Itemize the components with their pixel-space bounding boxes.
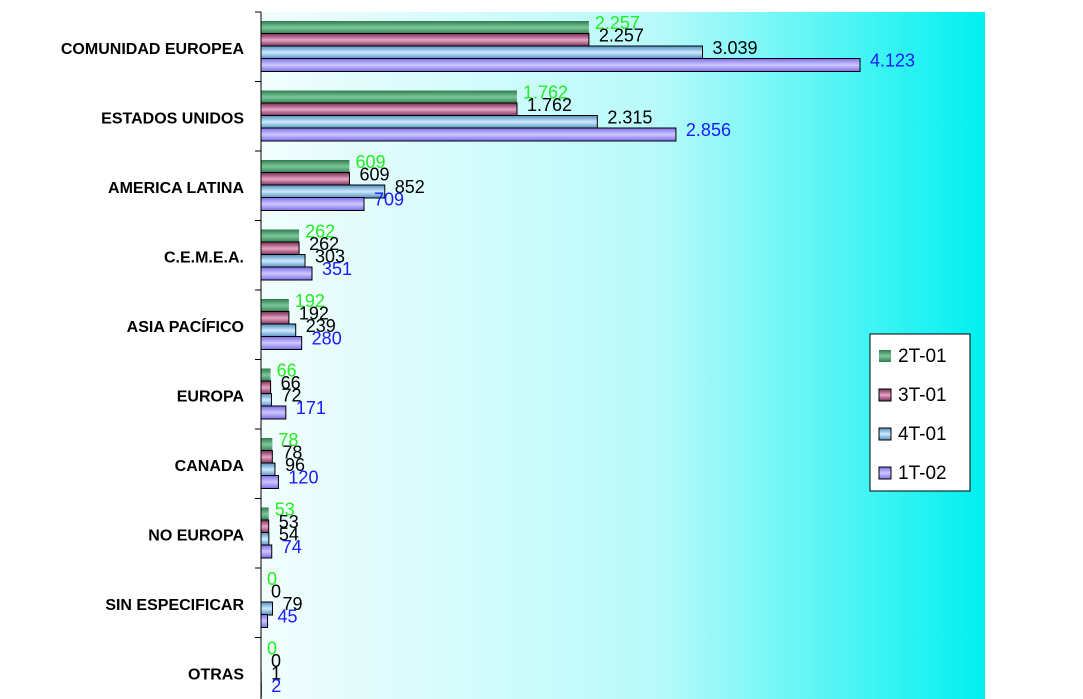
- bar-3t-01: [260, 450, 273, 464]
- data-label: 4.123: [870, 51, 915, 71]
- bar-4t-01: [260, 184, 386, 199]
- bar-2t-01: [261, 21, 589, 34]
- data-label: 1.762: [527, 95, 572, 115]
- data-label: 66: [277, 361, 297, 381]
- legend: 2T-01 3T-01 4T-01 1T-02: [869, 333, 971, 492]
- bar-4t-01: [260, 532, 270, 546]
- bar-2t-01: [261, 229, 300, 243]
- data-label: 78: [282, 443, 302, 463]
- category-label: EUROPA: [177, 389, 245, 406]
- bar-2t-01: [261, 368, 271, 382]
- category-label: AMERICA LATINA: [108, 180, 244, 197]
- data-label: 0: [267, 569, 277, 589]
- data-label: 0: [267, 639, 277, 659]
- data-label: 66: [281, 373, 301, 393]
- data-label: 609: [355, 152, 385, 172]
- legend-label: 4T-01: [898, 424, 947, 445]
- bar-4t-01: [260, 115, 598, 129]
- bar-1t-02: [260, 197, 365, 211]
- data-label: 2.856: [686, 120, 731, 140]
- bar-1t-02: [260, 614, 269, 628]
- data-label: 262: [305, 222, 335, 242]
- data-label: 3.039: [713, 38, 758, 58]
- data-label: 96: [285, 455, 305, 475]
- data-label: 1.762: [523, 83, 568, 103]
- bar-2t-01: [261, 160, 350, 173]
- data-label: 79: [282, 594, 302, 614]
- bar-3t-01: [260, 241, 300, 256]
- data-label: 53: [275, 500, 295, 520]
- legend-swatch: [879, 350, 891, 362]
- category-label: SIN ESPECIFICAR: [105, 597, 244, 614]
- category-label: NO EUROPA: [148, 528, 244, 545]
- data-label: 0: [271, 582, 281, 602]
- data-label: 852: [395, 177, 425, 197]
- bar-1t-02: [260, 266, 313, 281]
- category-label: COMUNIDAD EUROPEA: [61, 41, 245, 58]
- category-label: ASIA PACÍFICO: [127, 317, 244, 336]
- bar-1t-02: [260, 405, 287, 420]
- data-label: 2: [271, 676, 281, 696]
- legend-swatch: [878, 388, 892, 402]
- bar-4t-01: [260, 462, 276, 477]
- legend-swatch: [878, 427, 892, 441]
- data-label: 280: [312, 329, 342, 349]
- data-label: 2.257: [599, 26, 644, 46]
- bar-3t-01: [260, 172, 350, 186]
- bar-2t-01: [261, 90, 517, 104]
- data-label: 2.315: [607, 108, 652, 128]
- bar-1t-02: [260, 336, 303, 350]
- bar-3t-01: [260, 519, 270, 534]
- bar-4t-01: [260, 601, 273, 616]
- y-axis-ticks: [255, 11, 261, 638]
- legend-swatch: [878, 466, 892, 480]
- data-label: 1: [271, 664, 281, 684]
- data-label: 262: [309, 234, 339, 254]
- data-label: 54: [279, 525, 299, 545]
- bar-3t-01: [260, 380, 272, 395]
- bar-3t-01: [260, 311, 290, 325]
- category-label: CANADA: [175, 458, 245, 475]
- category-label: C.E.M.E.A.: [164, 250, 244, 267]
- bar-4t-01: [260, 323, 297, 338]
- category-label: ESTADOS UNIDOS: [101, 111, 244, 128]
- data-label: 709: [374, 190, 404, 210]
- data-label: 192: [299, 304, 329, 324]
- data-label: 239: [306, 316, 336, 336]
- data-label: 78: [278, 430, 298, 450]
- category-label: OTRAS: [188, 667, 244, 684]
- bar-4t-01: [260, 254, 306, 268]
- legend-label: 3T-01: [898, 385, 947, 406]
- bar-1t-02: [260, 544, 273, 559]
- bar-4t-01: [260, 45, 704, 60]
- data-label: 53: [279, 512, 299, 532]
- bar-3t-01: [260, 102, 518, 117]
- data-label: 609: [359, 165, 389, 185]
- data-label: 72: [281, 386, 301, 406]
- bar-1t-02: [260, 58, 861, 72]
- bar-1t-02: [260, 475, 279, 489]
- data-label: 351: [322, 259, 352, 279]
- bar-2t-01: [261, 438, 273, 451]
- data-label: 2.257: [595, 13, 640, 33]
- bar-3t-01: [260, 33, 590, 47]
- data-label: 74: [282, 537, 302, 557]
- legend-label: 1T-02: [898, 463, 947, 484]
- bar-2t-01: [261, 507, 269, 521]
- data-label: 192: [295, 291, 325, 311]
- category-labels: COMUNIDAD EUROPEA ESTADOS UNIDOS AMERICA L…: [61, 41, 245, 684]
- data-label: 120: [288, 468, 318, 488]
- bar-4t-01: [260, 393, 272, 407]
- bar-1t-02: [260, 127, 677, 142]
- data-label: 0: [271, 651, 281, 671]
- legend-label: 2T-01: [898, 346, 947, 367]
- data-label: 171: [296, 398, 326, 418]
- bar-2t-01: [261, 299, 289, 312]
- data-label: 45: [278, 607, 298, 627]
- data-label: 303: [315, 247, 345, 267]
